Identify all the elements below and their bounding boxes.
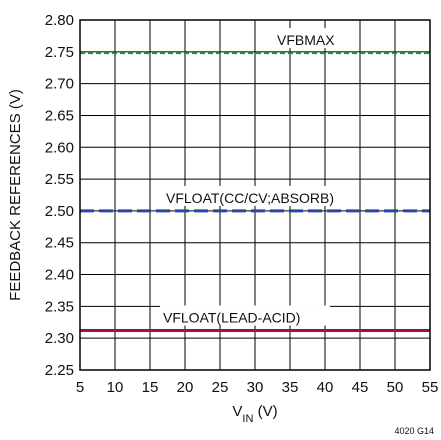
x-tick-label: 40 [317,379,334,396]
plot-frame [79,19,431,371]
x-tick-label: 25 [212,379,229,396]
y-tick-label: 2.50 [45,203,74,220]
y-tick-label: 2.45 [45,235,74,252]
x-tick-label: 15 [142,379,159,396]
y-tick-label: 2.25 [45,362,74,379]
x-tick-label: 20 [177,379,194,396]
x-tick-label: 35 [282,379,299,396]
y-tick-labels: 2.25 2.30 2.35 2.40 2.45 2.50 2.55 2.60 2.65 2.70… [45,12,74,379]
y-tick-label: 2.30 [45,330,74,347]
y-tick-label: 2.75 [45,44,74,61]
y-tick-label: 2.60 [45,139,74,156]
series-label-background [163,185,353,206]
x-tick-label: 55 [422,379,439,396]
series-lines [80,52,430,333]
x-axis-title-subscript: IN [242,413,253,425]
x-axis-title: VIN (V) [232,403,277,425]
y-tick-label: 2.35 [45,298,74,315]
x-tick-label: 45 [352,379,369,396]
x-tick-label: 30 [247,379,264,396]
y-tick-label: 2.80 [45,12,74,29]
series-label-background [160,305,330,326]
x-tick-label: 50 [387,379,404,396]
figure-id: 4020 G14 [394,426,434,436]
x-tick-label: 5 [76,379,84,396]
series-label: VFBMAX [277,32,335,48]
series-label: VFLOAT(LEAD-ACID) [163,310,300,326]
series-labels: VFBMAX VFLOAT(CC/CV;ABSORB) VFLOAT(LEAD-AC… [160,28,353,326]
x-tick-label: 10 [107,379,124,396]
y-tick-label: 2.40 [45,267,74,284]
series-label: VFLOAT(CC/CV;ABSORB) [166,190,334,206]
series-label-background [274,28,346,49]
x-tick-labels: 5 10 15 20 25 30 35 40 45 50 55 [76,379,439,396]
y-axis-title: FEEDBACK REFERENCES (V) [7,89,24,301]
y-tick-label: 2.55 [45,171,74,188]
y-tick-label: 2.65 [45,107,74,124]
y-tick-label: 2.70 [45,76,74,93]
